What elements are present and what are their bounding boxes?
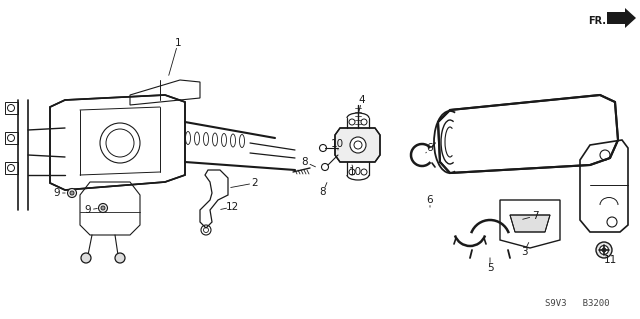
Text: 6: 6 <box>427 195 433 205</box>
Circle shape <box>600 246 609 255</box>
Circle shape <box>81 253 91 263</box>
Text: 4: 4 <box>358 95 365 105</box>
Text: 10: 10 <box>330 139 344 149</box>
Text: 6: 6 <box>427 143 433 153</box>
Text: 2: 2 <box>252 178 259 188</box>
Text: 3: 3 <box>521 247 527 257</box>
Text: 9: 9 <box>54 188 60 198</box>
Text: 7: 7 <box>532 211 538 221</box>
Circle shape <box>350 137 366 153</box>
Text: 5: 5 <box>486 263 493 273</box>
Text: 12: 12 <box>225 202 239 212</box>
Text: 8: 8 <box>320 187 326 197</box>
Polygon shape <box>50 95 185 190</box>
Circle shape <box>99 204 108 212</box>
Text: 9: 9 <box>84 205 92 215</box>
Text: 8: 8 <box>301 157 308 167</box>
Circle shape <box>596 242 612 258</box>
Text: 10: 10 <box>348 167 362 177</box>
Circle shape <box>115 253 125 263</box>
Circle shape <box>67 189 77 197</box>
Text: 1: 1 <box>175 38 181 48</box>
Polygon shape <box>335 128 380 162</box>
Text: S9V3   B3200: S9V3 B3200 <box>545 299 609 308</box>
Circle shape <box>70 191 74 195</box>
Polygon shape <box>607 8 636 28</box>
Text: FR.: FR. <box>588 16 606 26</box>
Polygon shape <box>438 95 618 173</box>
Circle shape <box>602 248 606 252</box>
Text: 11: 11 <box>604 255 616 265</box>
Circle shape <box>101 206 105 210</box>
Polygon shape <box>510 215 550 232</box>
